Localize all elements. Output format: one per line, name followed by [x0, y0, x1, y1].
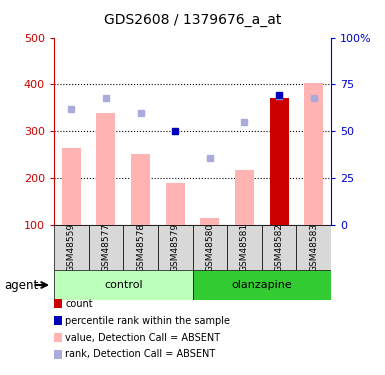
Bar [89, 225, 123, 270]
Text: agent: agent [4, 279, 38, 291]
Text: GDS2608 / 1379676_a_at: GDS2608 / 1379676_a_at [104, 13, 281, 27]
Text: GSM48577: GSM48577 [101, 223, 110, 272]
Text: GSM48559: GSM48559 [67, 223, 76, 272]
Bar [304, 84, 323, 225]
Bar [166, 183, 185, 225]
Text: count: count [65, 299, 93, 309]
Text: GSM48581: GSM48581 [240, 223, 249, 272]
Bar [227, 225, 262, 270]
Bar [54, 270, 192, 300]
Bar [200, 218, 219, 225]
Text: percentile rank within the sample: percentile rank within the sample [65, 316, 231, 326]
Text: GSM48583: GSM48583 [309, 223, 318, 272]
Text: GSM48578: GSM48578 [136, 223, 145, 272]
Bar [62, 148, 81, 225]
Bar [96, 113, 116, 225]
Text: GSM48582: GSM48582 [275, 223, 284, 272]
Text: GSM48580: GSM48580 [205, 223, 214, 272]
Text: control: control [104, 280, 142, 290]
Text: olanzapine: olanzapine [231, 280, 292, 290]
Bar [123, 225, 158, 270]
Bar [270, 98, 289, 225]
Text: value, Detection Call = ABSENT: value, Detection Call = ABSENT [65, 333, 221, 342]
Bar [192, 225, 227, 270]
Bar [235, 170, 254, 225]
Bar [192, 270, 331, 300]
Text: GSM48579: GSM48579 [171, 223, 180, 272]
Bar [296, 225, 331, 270]
Bar [158, 225, 192, 270]
Bar [54, 225, 89, 270]
Bar [131, 154, 150, 225]
Bar [262, 225, 296, 270]
Text: rank, Detection Call = ABSENT: rank, Detection Call = ABSENT [65, 350, 216, 359]
